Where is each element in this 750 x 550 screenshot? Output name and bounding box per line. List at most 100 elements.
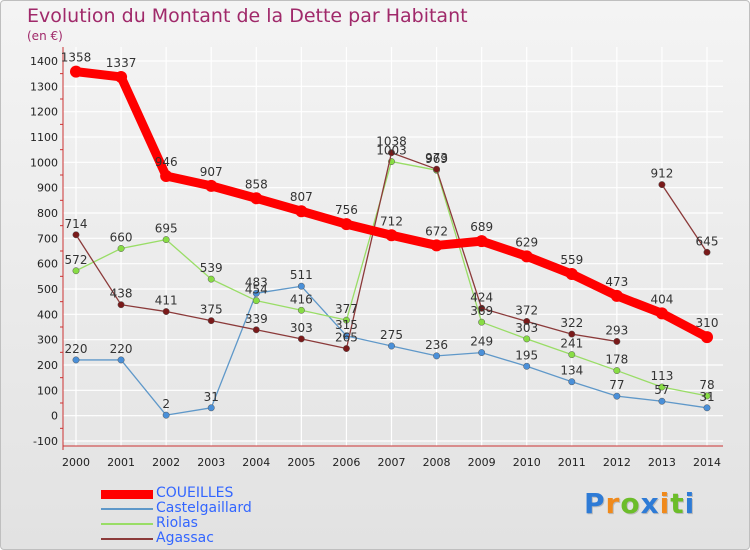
y-tick-label: 700 [37, 232, 58, 245]
data-label-riolas: 539 [200, 261, 223, 275]
data-label-riolas: 572 [65, 253, 88, 267]
data-point-riolas [162, 236, 170, 244]
data-point-coueilles [295, 205, 308, 218]
y-tick-label: 900 [37, 182, 58, 195]
legend-swatch [101, 538, 153, 540]
data-label-coueilles: 1358 [61, 51, 92, 65]
data-point-riolas [297, 306, 305, 314]
brand-logo: Proxiti [584, 487, 696, 520]
data-label-riolas: 113 [650, 369, 673, 383]
x-tick-label: 2012 [603, 456, 631, 469]
data-label-riolas: 454 [245, 283, 268, 297]
legend-label: Riolas [156, 515, 198, 531]
data-point-agassac [297, 335, 305, 343]
data-point-agassac [207, 317, 215, 325]
data-label-riolas: 377 [335, 302, 358, 316]
y-tick-label: -100 [33, 435, 58, 448]
data-point-agassac [342, 345, 350, 352]
data-point-agassac [117, 301, 125, 309]
data-point-coueilles [430, 239, 443, 252]
data-label-agassac: 339 [245, 312, 268, 326]
data-point-castelgaillard [207, 404, 215, 412]
data-label-agassac: 372 [515, 303, 538, 317]
data-label-agassac: 411 [155, 294, 178, 308]
data-label-agassac: 424 [470, 290, 493, 304]
x-tick-label: 2008 [423, 456, 451, 469]
data-point-castelgaillard [117, 356, 125, 364]
x-tick-label: 2010 [513, 456, 541, 469]
data-label-riolas: 241 [560, 337, 583, 351]
data-label-coueilles: 858 [245, 177, 268, 191]
data-label-coueilles: 559 [560, 253, 583, 267]
data-point-riolas [523, 335, 531, 343]
data-point-coueilles [160, 170, 173, 183]
data-label-coueilles: 907 [200, 165, 223, 179]
y-tick-label: 1200 [30, 106, 58, 119]
data-label-agassac: 714 [65, 217, 88, 231]
x-tick-label: 2007 [378, 456, 406, 469]
data-label-coueilles: 404 [650, 292, 673, 306]
data-point-coueilles [520, 250, 533, 263]
data-label-castelgaillard: 236 [425, 338, 448, 352]
data-label-coueilles: 756 [335, 203, 358, 217]
data-point-castelgaillard [658, 397, 666, 405]
data-point-agassac [658, 181, 666, 189]
y-tick-label: 1400 [30, 55, 58, 68]
data-label-agassac: 265 [335, 331, 358, 345]
data-point-agassac [478, 304, 486, 312]
y-tick-label: 0 [51, 410, 58, 423]
x-tick-label: 2009 [468, 456, 496, 469]
data-point-riolas [207, 275, 215, 283]
data-point-agassac [568, 330, 576, 338]
x-tick-label: 2004 [242, 456, 270, 469]
data-label-castelgaillard: 220 [110, 342, 133, 356]
data-point-castelgaillard [613, 392, 621, 400]
data-label-coueilles: 672 [425, 224, 448, 238]
chart-title: Evolution du Montant de la Dette par Hab… [27, 5, 468, 27]
legend-swatch [101, 508, 153, 510]
data-point-agassac [252, 326, 260, 334]
data-label-castelgaillard: 31 [204, 390, 219, 404]
data-label-riolas: 303 [515, 321, 538, 335]
data-label-castelgaillard: 195 [515, 348, 538, 362]
data-point-riolas [658, 383, 666, 391]
data-label-castelgaillard: 220 [65, 342, 88, 356]
data-label-coueilles: 712 [380, 214, 403, 228]
data-label-agassac: 375 [200, 303, 223, 317]
data-label-coueilles: 629 [515, 235, 538, 249]
data-point-riolas [478, 318, 486, 326]
data-point-coueilles [205, 179, 218, 192]
data-label-agassac: 1038 [376, 135, 407, 149]
data-point-coueilles [565, 268, 578, 281]
data-label-riolas: 78 [699, 378, 714, 392]
data-label-castelgaillard: 483 [245, 275, 268, 289]
data-point-castelgaillard [72, 356, 80, 364]
data-label-riolas: 695 [155, 222, 178, 236]
data-point-agassac [433, 165, 441, 173]
y-tick-label: 300 [37, 334, 58, 347]
x-tick-label: 2013 [648, 456, 676, 469]
data-label-agassac: 322 [560, 316, 583, 330]
y-tick-label: 1100 [30, 131, 58, 144]
data-point-castelgaillard [388, 342, 395, 350]
data-label-agassac: 645 [696, 234, 719, 248]
data-label-riolas: 178 [605, 353, 628, 367]
data-point-castelgaillard [703, 404, 711, 412]
data-label-castelgaillard: 511 [290, 268, 313, 282]
data-label-coueilles: 946 [155, 155, 178, 169]
data-point-agassac [523, 317, 531, 325]
data-label-riolas: 969 [425, 152, 448, 166]
x-tick-label: 2005 [287, 456, 315, 469]
data-label-agassac: 303 [290, 321, 313, 335]
data-label-castelgaillard: 2 [162, 397, 170, 411]
data-label-riolas: 1003 [376, 144, 407, 158]
x-tick-label: 2001 [107, 456, 135, 469]
y-tick-label: 200 [37, 359, 58, 372]
data-label-riolas: 660 [110, 230, 133, 244]
data-point-riolas [613, 367, 621, 375]
data-label-riolas: 369 [470, 304, 493, 318]
data-point-riolas [72, 267, 80, 275]
data-label-castelgaillard: 249 [470, 335, 493, 349]
data-label-riolas: 416 [290, 292, 313, 306]
y-tick-label: 1300 [30, 80, 58, 93]
